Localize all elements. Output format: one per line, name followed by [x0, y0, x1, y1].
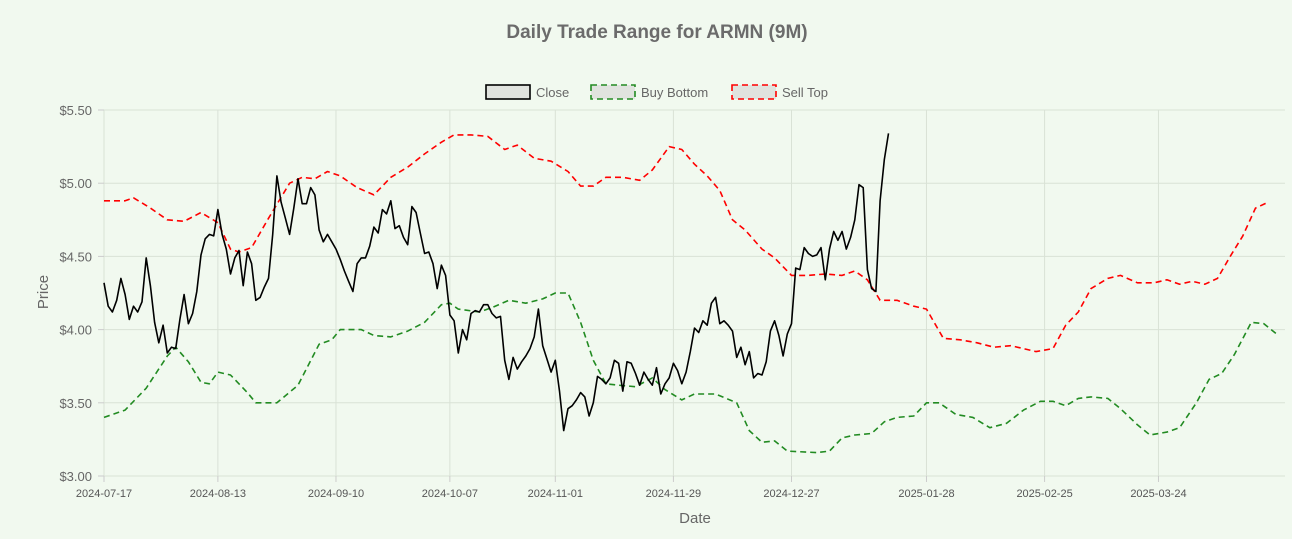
x-tick-label: 2024-12-27 [763, 488, 819, 500]
y-tick-label: $5.50 [59, 103, 92, 118]
x-tick-label: 2025-03-24 [1130, 488, 1186, 500]
series-line-buy-bottom [103, 292, 1278, 454]
y-tick-label: $3.50 [59, 396, 92, 411]
legend-label: Sell Top [782, 85, 828, 100]
x-tick-label: 2024-11-29 [646, 488, 701, 500]
y-axis-ticks: $3.00 $3.50 $4.00 $4.50 $5.00 $5.50 [59, 103, 104, 484]
legend-swatch [731, 84, 777, 100]
legend-swatch [590, 84, 636, 100]
y-tick-label: $4.50 [59, 249, 92, 264]
legend-label: Buy Bottom [641, 85, 708, 100]
legend-item-close[interactable]: Close [485, 84, 569, 100]
legend-item-buy-bottom[interactable]: Buy Bottom [590, 84, 708, 100]
x-gridlines [103, 110, 1159, 476]
chart-title: Daily Trade Range for ARMN (9M) [506, 22, 807, 43]
y-tick-label: $3.00 [59, 469, 92, 484]
x-tick-label: 2024-07-17 [76, 488, 132, 500]
legend-swatch [485, 84, 531, 100]
x-tick-label: 2024-10-07 [422, 488, 478, 500]
x-axis-label: Date [679, 510, 711, 527]
x-tick-label: 2024-08-13 [190, 488, 246, 500]
legend[interactable]: Close Buy Bottom Sell Top [485, 84, 828, 100]
legend-label: Close [536, 85, 569, 100]
x-tick-label: 2025-02-25 [1016, 488, 1072, 500]
y-axis-label: Price [35, 275, 52, 309]
series-line-sell-top [104, 134, 1269, 353]
x-tick-label: 2024-11-01 [528, 488, 583, 500]
x-axis-ticks: 2024-07-17 2024-08-13 2024-09-10 2024-10-07… [76, 476, 1187, 500]
x-tick-label: 2024-09-10 [308, 488, 364, 500]
y-tick-label: $4.00 [59, 323, 92, 338]
x-tick-label: 2025-01-28 [898, 488, 954, 500]
legend-item-sell-top[interactable]: Sell Top [731, 84, 828, 100]
series-line-close [103, 133, 890, 432]
plot-area [103, 133, 1278, 454]
y-tick-label: $5.00 [59, 176, 92, 191]
